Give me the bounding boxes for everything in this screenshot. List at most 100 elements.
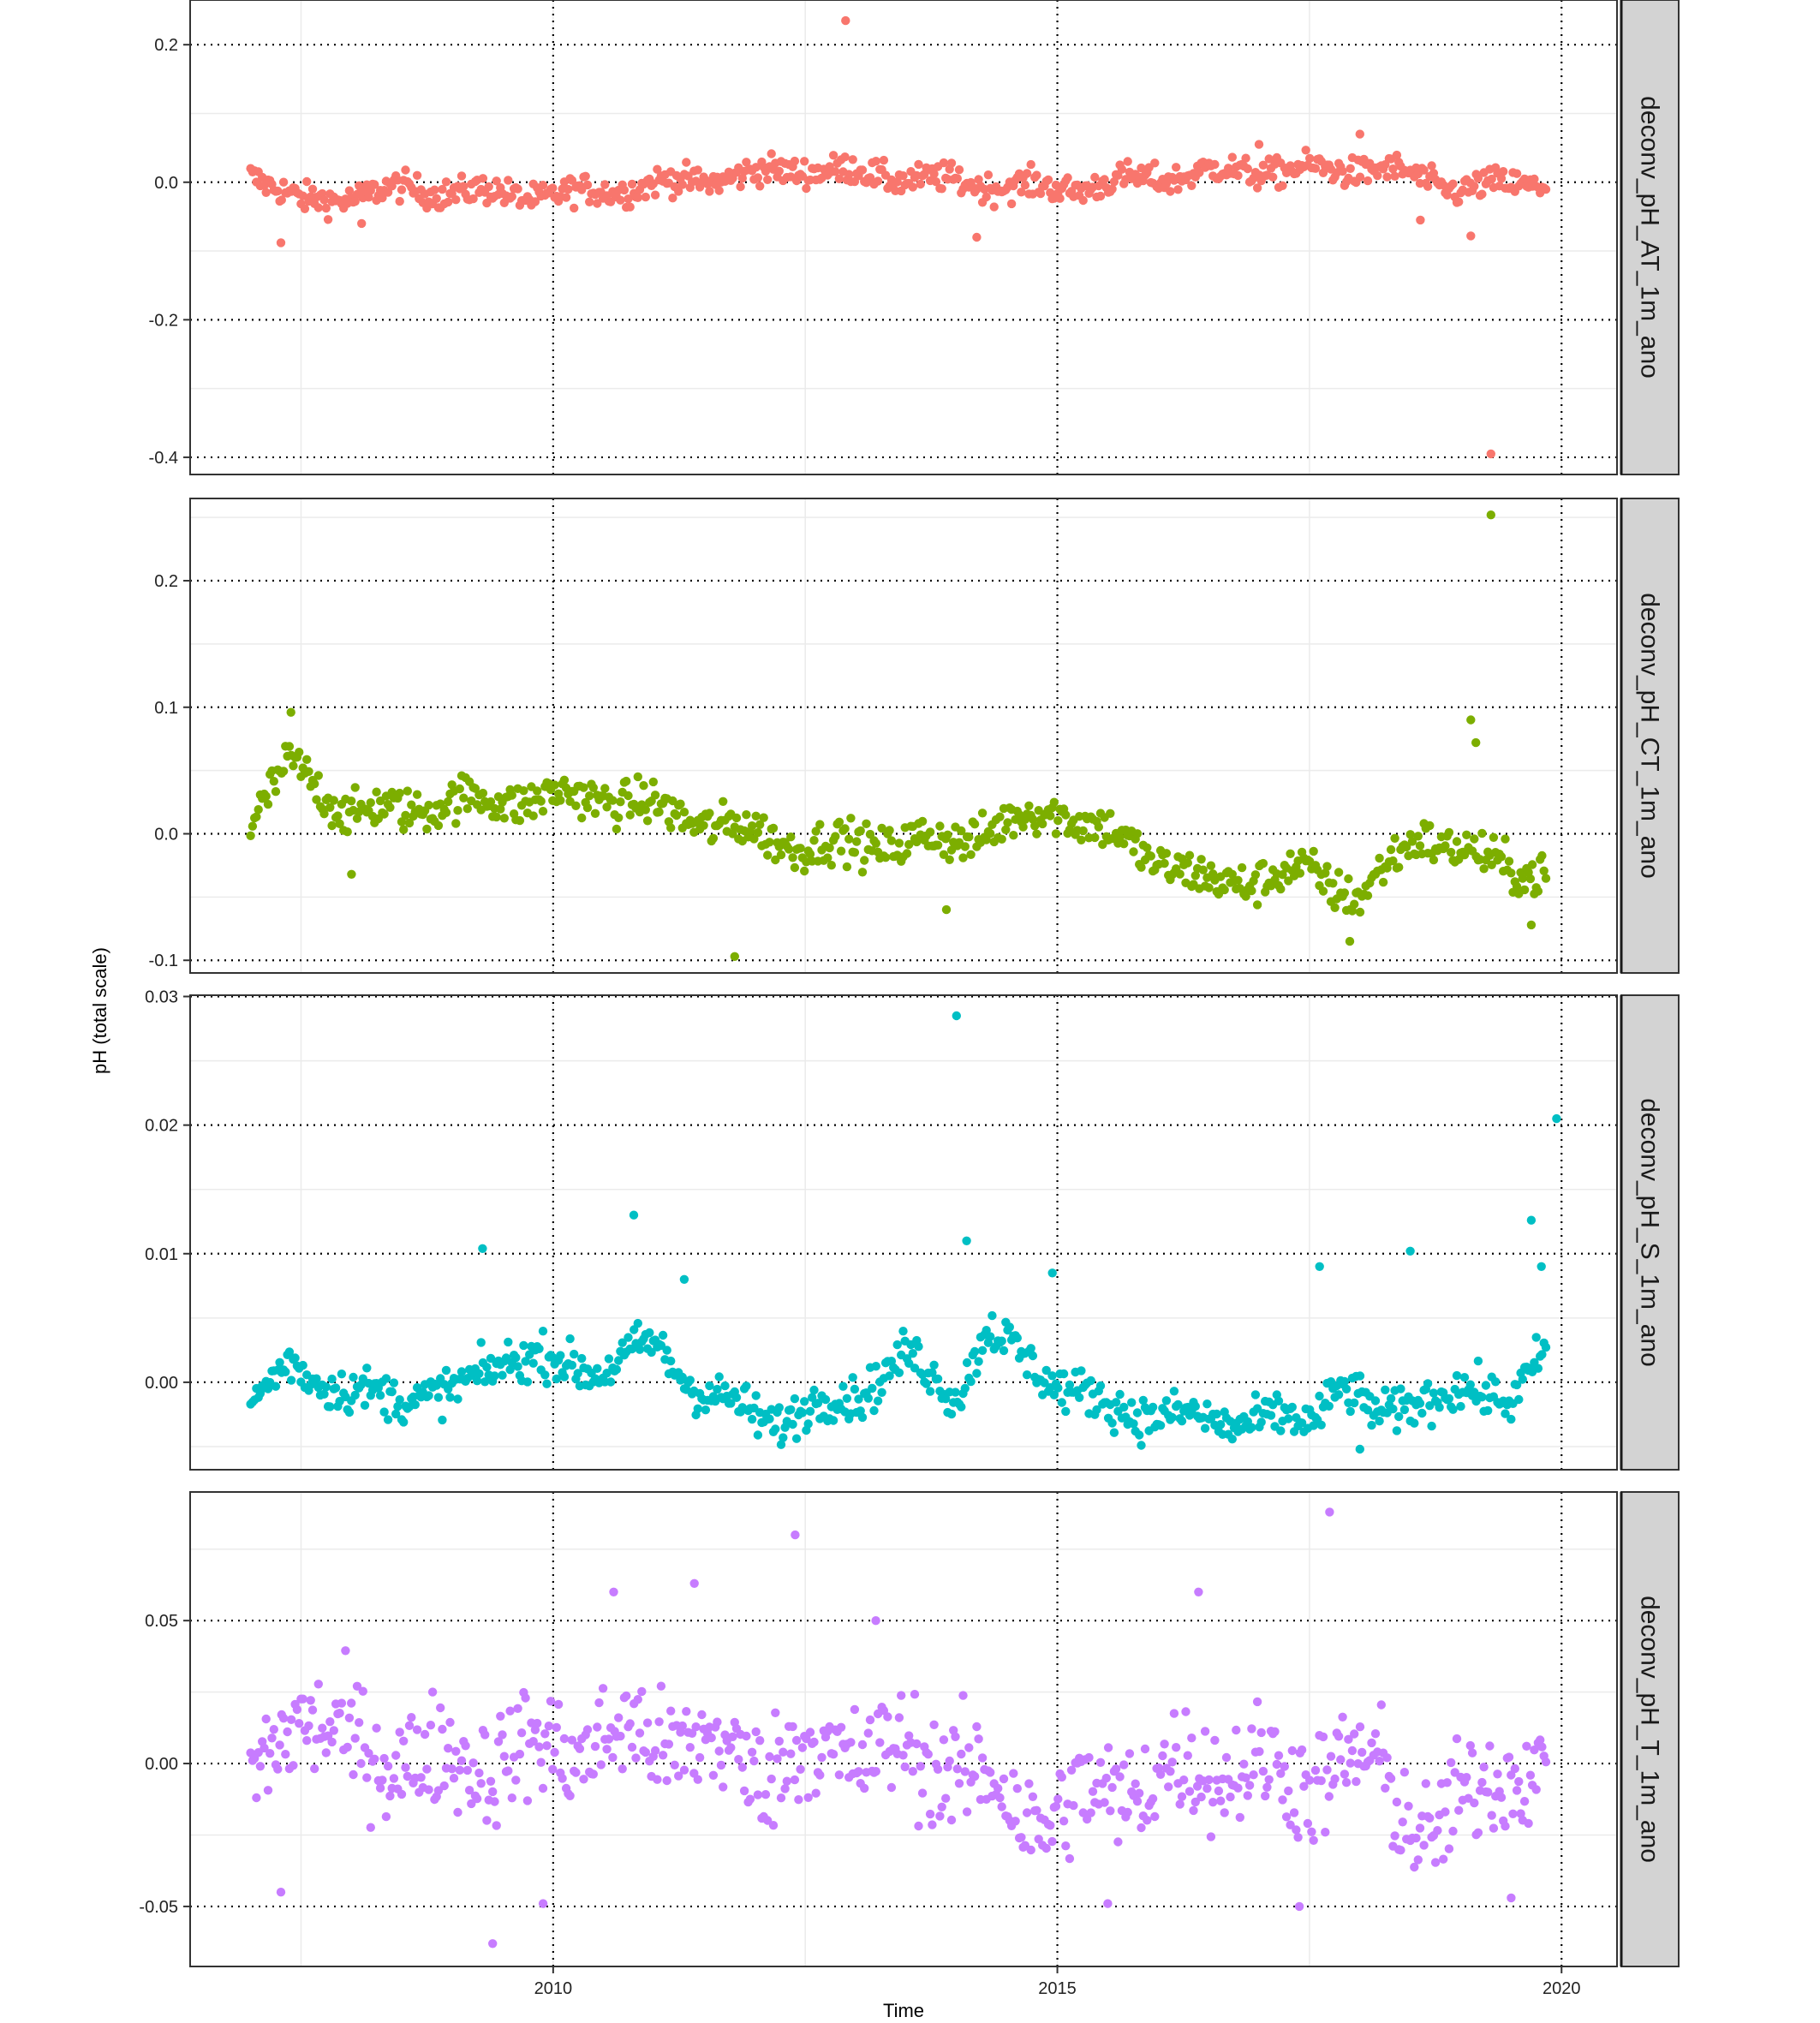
data-point <box>708 1770 719 1780</box>
data-point <box>773 1754 782 1763</box>
data-point <box>424 1785 433 1794</box>
data-point <box>1095 191 1106 201</box>
data-point <box>914 1342 923 1352</box>
data-point <box>1183 1751 1193 1760</box>
data-point-outlier <box>1047 1268 1057 1278</box>
data-point <box>379 1407 389 1417</box>
data-point <box>753 827 763 838</box>
data-point <box>751 811 761 821</box>
panel-background <box>190 0 1617 474</box>
data-point <box>630 1325 639 1334</box>
data-point <box>1047 1836 1057 1847</box>
data-point <box>1026 1344 1035 1353</box>
data-point <box>637 1686 647 1697</box>
data-point <box>854 1767 863 1776</box>
data-point <box>486 797 496 807</box>
data-point <box>788 1722 797 1732</box>
data-point <box>298 1360 307 1370</box>
data-point <box>1143 1816 1152 1825</box>
data-point <box>504 1766 513 1775</box>
data-point <box>1423 182 1433 191</box>
data-point <box>364 193 373 202</box>
data-point-outlier <box>1507 1893 1516 1903</box>
data-point <box>957 1749 966 1759</box>
data-point <box>1109 1428 1119 1437</box>
data-point <box>337 1370 347 1379</box>
data-point <box>378 1775 387 1785</box>
data-point <box>650 190 660 200</box>
data-point <box>575 1744 585 1754</box>
data-point <box>1119 1402 1129 1412</box>
data-point <box>880 853 891 862</box>
data-point <box>528 1737 538 1746</box>
data-point <box>424 1391 433 1400</box>
data-point <box>747 1414 757 1424</box>
data-point <box>456 1756 467 1765</box>
data-point <box>1169 1387 1179 1396</box>
data-point <box>1448 1826 1458 1836</box>
data-point <box>1441 1807 1450 1817</box>
data-point <box>633 1318 642 1328</box>
data-point-outlier <box>962 1236 971 1246</box>
data-point <box>467 1799 476 1809</box>
data-point <box>395 1395 404 1405</box>
data-point <box>1258 160 1268 170</box>
data-point <box>749 1756 759 1766</box>
data-point <box>1101 1773 1112 1783</box>
data-point <box>1022 1808 1032 1817</box>
data-point <box>1524 1818 1533 1829</box>
data-point-outlier <box>1466 231 1476 241</box>
data-point <box>1148 1793 1158 1804</box>
facet-strip <box>1620 0 1680 475</box>
data-point <box>1381 1783 1390 1793</box>
data-point <box>1169 1709 1179 1718</box>
data-point <box>977 1753 988 1763</box>
data-point <box>307 1705 318 1715</box>
data-point <box>325 1402 335 1411</box>
data-point <box>1274 1396 1284 1406</box>
data-point <box>616 195 625 205</box>
data-point <box>908 1767 918 1776</box>
data-point <box>753 173 763 182</box>
data-point <box>1507 1770 1516 1780</box>
data-point <box>602 803 612 812</box>
data-point <box>633 1695 642 1704</box>
data-point-outlier <box>1416 215 1425 225</box>
data-point <box>577 813 587 823</box>
data-point <box>407 800 416 809</box>
data-point <box>1049 797 1059 807</box>
data-point <box>540 1729 550 1739</box>
data-point <box>319 1389 329 1399</box>
data-point <box>726 1743 736 1752</box>
data-point <box>648 777 658 787</box>
data-point <box>1501 1822 1510 1831</box>
data-point <box>1035 188 1046 199</box>
data-point <box>937 184 946 194</box>
panel-border <box>189 994 1618 1471</box>
x-axis: 2010 2015 2020 <box>534 1966 1580 1998</box>
x-axis-title: Time <box>883 2000 924 2021</box>
y-tick-label: -0.05 <box>139 1898 178 1917</box>
data-point <box>533 786 542 796</box>
data-point <box>1541 874 1551 883</box>
data-point <box>1129 1419 1138 1429</box>
data-point <box>1429 855 1439 865</box>
data-point <box>1297 1418 1307 1428</box>
data-point <box>840 824 850 833</box>
data-point <box>480 1730 490 1740</box>
data-point <box>1310 164 1321 173</box>
data-point <box>856 826 865 836</box>
data-point <box>441 1365 451 1376</box>
data-point <box>1161 179 1172 188</box>
data-point <box>782 1776 791 1786</box>
data-point <box>1473 174 1483 183</box>
data-point <box>1115 1772 1125 1781</box>
data-point <box>1519 1797 1530 1806</box>
data-point <box>687 1728 697 1739</box>
data-point <box>1367 1420 1376 1430</box>
data-point <box>1221 1752 1232 1763</box>
data-point <box>1514 1776 1524 1787</box>
data-point <box>970 1346 980 1357</box>
data-point <box>1135 1788 1144 1798</box>
data-point <box>1160 858 1169 868</box>
